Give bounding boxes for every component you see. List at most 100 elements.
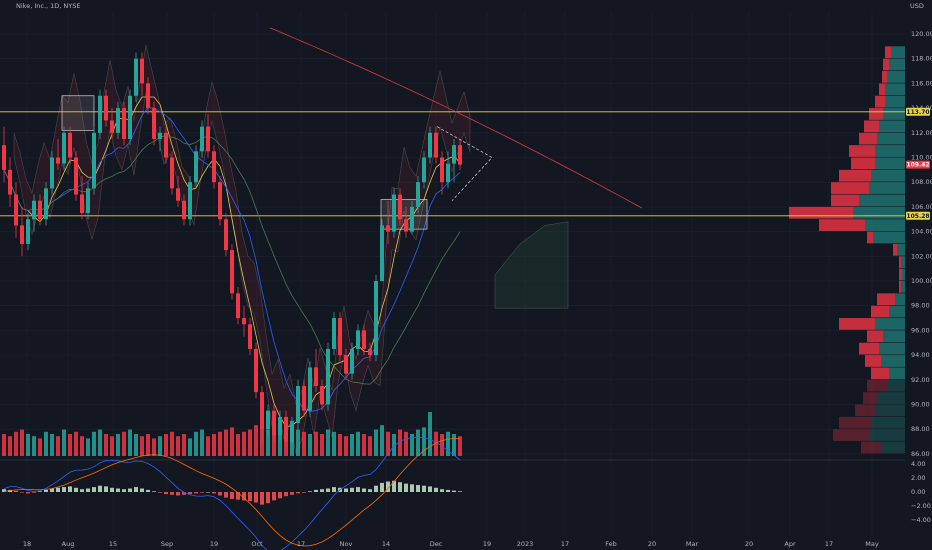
volume-bar xyxy=(74,431,78,456)
candle-body xyxy=(446,163,450,183)
volume-bar xyxy=(140,436,144,456)
volume-bar xyxy=(86,438,90,456)
macd-panel: 4.00 2.00 0.00 −2.00 −4.00 xyxy=(0,436,931,550)
profile-down-bar xyxy=(883,58,889,71)
volume-bar xyxy=(128,429,132,456)
moving-average-line xyxy=(3,107,461,412)
time-tick-label: 20 xyxy=(648,540,656,548)
candle-body xyxy=(38,200,42,220)
macd-histogram-bar xyxy=(440,489,444,492)
profile-down-bar xyxy=(871,367,889,380)
volume-bar xyxy=(302,431,306,456)
cloud-area xyxy=(13,45,471,455)
macd-histogram-bar xyxy=(236,492,240,500)
time-tick-label: Nov xyxy=(340,540,353,548)
macd-histogram-bar xyxy=(296,492,300,494)
candle-body xyxy=(56,157,60,164)
volume-bar xyxy=(326,429,330,456)
candle-body xyxy=(44,188,48,220)
macd-histogram-bar xyxy=(398,482,402,492)
macd-histogram-bar xyxy=(254,492,258,503)
macd-histogram-bar xyxy=(446,489,450,492)
macd-histogram-bar xyxy=(206,492,210,493)
macd-histogram-bar xyxy=(56,487,60,492)
macd-histogram-bar xyxy=(308,491,312,492)
macd-histogram-bar xyxy=(230,492,234,499)
candle-body xyxy=(368,348,372,356)
symbol-label: Nike, Inc., 1D, NYSE xyxy=(16,2,80,10)
profile-down-bar xyxy=(855,404,875,417)
price-tick-label: 108.00 xyxy=(911,178,932,186)
profile-up-bar xyxy=(885,95,905,108)
candle-body xyxy=(218,182,222,220)
time-tick-label: Feb xyxy=(605,540,617,548)
candle-body xyxy=(194,151,198,183)
profile-down-bar xyxy=(875,95,885,108)
profile-down-bar xyxy=(819,219,865,231)
macd-histogram-bar xyxy=(314,489,318,492)
price-label-text: 109.42 xyxy=(906,162,929,169)
volume-bars xyxy=(2,412,462,456)
macd-histogram-bar xyxy=(428,486,432,492)
volume-bar xyxy=(230,427,234,456)
volume-bar xyxy=(320,434,324,456)
volume-bar xyxy=(380,425,384,456)
candle-body xyxy=(170,157,174,189)
price-tick-label: 102.00 xyxy=(911,252,932,260)
profile-down-bar xyxy=(899,268,902,281)
volume-profile xyxy=(789,46,905,454)
volume-bar xyxy=(410,434,414,456)
profile-down-bar xyxy=(851,157,875,170)
macd-histogram-bar xyxy=(44,489,48,492)
volume-bar xyxy=(428,412,432,456)
profile-up-bar xyxy=(875,404,905,417)
candle-body xyxy=(110,120,114,133)
macd-histogram-bar xyxy=(194,492,198,494)
macd-histogram-bar xyxy=(242,492,246,501)
candle-body xyxy=(452,145,456,164)
candle-body xyxy=(182,200,186,220)
macd-histogram-bar xyxy=(164,492,168,495)
candle-body xyxy=(344,355,348,374)
candle-body xyxy=(332,318,336,349)
candle-body xyxy=(374,281,378,356)
macd-histogram-bar xyxy=(218,492,222,496)
profile-up-bar xyxy=(885,83,905,96)
volume-bar xyxy=(2,434,6,456)
candle-body xyxy=(68,132,72,158)
candle-body xyxy=(320,385,324,405)
macd-histogram-bar xyxy=(122,489,126,492)
candle-body xyxy=(398,194,402,220)
candle-body xyxy=(380,225,384,281)
candle-body xyxy=(200,126,204,152)
volume-bar xyxy=(368,436,372,456)
horizontal-levels xyxy=(0,111,905,217)
macd-histogram-bar xyxy=(68,486,72,492)
volume-bar xyxy=(194,431,198,456)
price-tick-label: 112.00 xyxy=(911,129,932,137)
price-tick-label: 116.00 xyxy=(911,79,932,87)
candle-body xyxy=(2,145,6,170)
future-cloud xyxy=(494,221,569,309)
volume-bar xyxy=(218,431,222,456)
profile-down-bar xyxy=(833,429,869,441)
profile-down-bar xyxy=(869,108,883,120)
price-label-text: 105.28 xyxy=(906,213,929,220)
volume-bar xyxy=(56,436,60,456)
volume-bar xyxy=(308,434,312,456)
profile-up-bar xyxy=(889,367,905,380)
time-axis: 18 Aug 15 Sep 19 Oct 17 Nov 14 Dec 19 2023 17 Feb 20 Ma… xyxy=(23,540,879,548)
profile-down-bar xyxy=(864,120,879,133)
box-1 xyxy=(61,95,95,131)
macd-histogram-bar xyxy=(182,492,186,495)
macd-histogram-bar xyxy=(404,483,408,492)
candle-body xyxy=(272,410,276,436)
profile-up-bar xyxy=(897,243,905,256)
profile-down-bar xyxy=(839,318,875,330)
volume-bar xyxy=(440,434,444,456)
time-tick-label: 17 xyxy=(297,540,305,548)
profile-up-bar xyxy=(887,71,905,83)
volume-bar xyxy=(224,429,228,456)
profile-down-bar xyxy=(849,145,875,157)
